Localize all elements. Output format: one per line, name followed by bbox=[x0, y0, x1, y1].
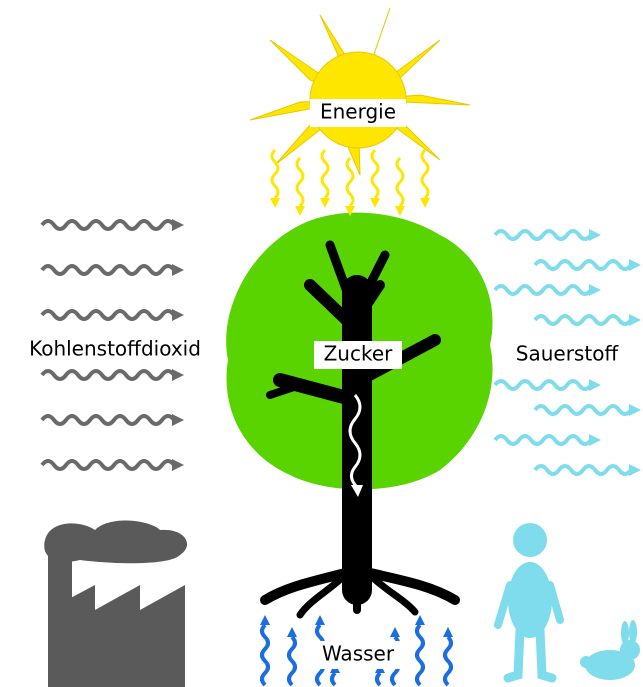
arrowhead bbox=[420, 198, 430, 208]
water-label: Wasser bbox=[322, 642, 395, 666]
arrowhead bbox=[443, 627, 453, 637]
arrowhead bbox=[295, 206, 305, 216]
wavy-arrow bbox=[395, 156, 405, 208]
wavy-arrow bbox=[287, 635, 297, 687]
arrowhead bbox=[370, 198, 380, 208]
label-box bbox=[310, 99, 406, 127]
arrowhead bbox=[172, 414, 184, 426]
wavy-arrow bbox=[40, 264, 176, 276]
tree-trunk bbox=[260, 240, 460, 619]
arrowhead bbox=[589, 434, 601, 446]
arrowhead bbox=[629, 404, 641, 416]
arrowhead bbox=[315, 615, 325, 625]
wavy-arrow bbox=[370, 148, 380, 200]
sugar-arrowhead bbox=[351, 485, 363, 497]
wavy-arrow bbox=[40, 219, 176, 231]
energy-label: Energie bbox=[320, 100, 396, 124]
wavy-arrow bbox=[493, 284, 593, 296]
arrowhead bbox=[260, 615, 270, 625]
arrowhead bbox=[172, 369, 184, 381]
wavy-arrow bbox=[320, 148, 330, 200]
person bbox=[494, 523, 564, 683]
arrowhead bbox=[345, 206, 355, 216]
arrowhead bbox=[629, 259, 641, 271]
wavy-arrow bbox=[443, 635, 453, 687]
arrowhead bbox=[172, 219, 184, 231]
wavy-arrow bbox=[330, 671, 337, 687]
factory bbox=[44, 520, 188, 687]
sun bbox=[249, 7, 471, 176]
arrowhead bbox=[589, 284, 601, 296]
label-box bbox=[314, 641, 402, 669]
arrowhead bbox=[172, 459, 184, 471]
wavy-arrow bbox=[40, 309, 176, 321]
wavy-arrow bbox=[375, 671, 382, 687]
wavy-arrow bbox=[493, 434, 593, 446]
arrowhead bbox=[629, 314, 641, 326]
wavy-arrow bbox=[533, 464, 633, 476]
arrowhead bbox=[320, 198, 330, 208]
wavy-arrow bbox=[533, 259, 633, 271]
wavy-arrow bbox=[533, 404, 633, 416]
arrowhead bbox=[172, 309, 184, 321]
wavy-arrow bbox=[345, 156, 355, 208]
arrowhead bbox=[589, 229, 601, 241]
wavy-arrow bbox=[493, 379, 593, 391]
co2-label: Kohlenstoffdioxid bbox=[29, 337, 201, 361]
wavy-arrow bbox=[493, 229, 593, 241]
wavy-arrow bbox=[295, 156, 305, 208]
arrowhead bbox=[395, 206, 405, 216]
label-box bbox=[314, 341, 402, 369]
wavy-arrow bbox=[40, 414, 176, 426]
arrowhead bbox=[629, 464, 641, 476]
wavy-arrow bbox=[415, 623, 425, 687]
arrowhead bbox=[390, 627, 400, 637]
sugar-label: Zucker bbox=[324, 342, 394, 366]
oxygen-label: Sauerstoff bbox=[516, 342, 620, 366]
arrowhead bbox=[172, 264, 184, 276]
arrowhead bbox=[287, 627, 297, 637]
arrows bbox=[40, 148, 641, 687]
wavy-arrow bbox=[420, 148, 430, 200]
arrowhead bbox=[589, 379, 601, 391]
wavy-arrow bbox=[260, 623, 270, 687]
wavy-arrow bbox=[533, 314, 633, 326]
sugar-flow bbox=[348, 394, 362, 489]
arrowhead bbox=[270, 198, 280, 208]
wavy-arrow bbox=[270, 148, 280, 200]
arrowhead bbox=[415, 615, 425, 625]
wavy-arrow bbox=[40, 369, 176, 381]
wavy-arrow bbox=[40, 459, 176, 471]
rabbit bbox=[580, 620, 640, 680]
